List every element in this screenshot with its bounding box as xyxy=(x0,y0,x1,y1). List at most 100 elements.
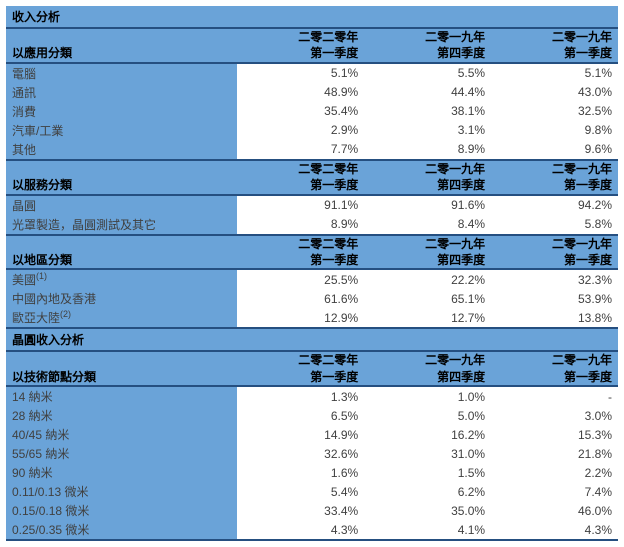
row-label: 0.15/0.18 微米 xyxy=(6,501,237,520)
table-row: 美國(1)25.5%22.2%32.3% xyxy=(6,269,618,289)
period-quarter: 第四季度 xyxy=(364,45,491,62)
row-label: 14 納米 xyxy=(6,386,237,406)
row-label: 中國內地及香港 xyxy=(6,289,237,308)
period-year: 二零一九年 xyxy=(364,235,491,252)
cell-value: 35.0% xyxy=(364,501,491,520)
cell-value: 3.0% xyxy=(491,406,618,425)
table-row: 消費35.4%38.1%32.5% xyxy=(6,102,618,121)
table-row: 中國內地及香港61.6%65.1%53.9% xyxy=(6,289,618,308)
cell-value: 3.1% xyxy=(364,121,491,140)
cell-value: 32.5% xyxy=(491,102,618,121)
cell-value: 44.4% xyxy=(364,83,491,102)
table-row: 其他7.7%8.9%9.6% xyxy=(6,140,618,160)
cell-value: 91.1% xyxy=(237,195,364,215)
cell-value: 21.8% xyxy=(491,444,618,463)
cell-value: 5.5% xyxy=(364,63,491,83)
group3-body: 美國(1)25.5%22.2%32.3%中國內地及香港61.6%65.1%53.… xyxy=(6,269,618,328)
row-label: 歐亞大陸(2) xyxy=(6,308,237,328)
period-quarter: 第四季度 xyxy=(364,369,491,386)
group-title: 以應用分類 xyxy=(6,28,237,63)
row-label: 光罩製造，晶圓測試及其它 xyxy=(6,215,237,235)
section-title-row: 晶圓收入分析 xyxy=(6,328,618,351)
period-year: 二零一九年 xyxy=(491,160,618,177)
row-label: 0.11/0.13 微米 xyxy=(6,482,237,501)
table-row: 汽車/工業2.9%3.1%9.8% xyxy=(6,121,618,140)
row-label: 40/45 納米 xyxy=(6,425,237,444)
cell-value: 2.9% xyxy=(237,121,364,140)
cell-value: 13.8% xyxy=(491,308,618,328)
cell-value: 91.6% xyxy=(364,195,491,215)
table-row: 55/65 納米32.6%31.0%21.8% xyxy=(6,444,618,463)
period-year: 二零二零年 xyxy=(237,235,364,252)
cell-value: 1.6% xyxy=(237,463,364,482)
cell-value: 1.0% xyxy=(364,386,491,406)
row-label: 汽車/工業 xyxy=(6,121,237,140)
period-quarter: 第一季度 xyxy=(237,252,364,269)
cell-value: 8.9% xyxy=(237,215,364,235)
cell-value: 48.9% xyxy=(237,83,364,102)
period-year: 二零一九年 xyxy=(364,351,491,368)
cell-value: 33.4% xyxy=(237,501,364,520)
cell-value: 2.2% xyxy=(491,463,618,482)
section-title-row: 收入分析 xyxy=(6,6,618,28)
cell-value: 35.4% xyxy=(237,102,364,121)
period-year: 二零一九年 xyxy=(491,235,618,252)
period-quarter: 第四季度 xyxy=(364,252,491,269)
period-quarter: 第一季度 xyxy=(491,45,618,62)
table-row: 通訊48.9%44.4%43.0% xyxy=(6,83,618,102)
table-row: 0.25/0.35 微米4.3%4.1%4.3% xyxy=(6,520,618,540)
period-year: 二零二零年 xyxy=(237,351,364,368)
table-row: 晶圓91.1%91.6%94.2% xyxy=(6,195,618,215)
cell-value: 5.1% xyxy=(491,63,618,83)
period-quarter: 第一季度 xyxy=(237,45,364,62)
cell-value: 16.2% xyxy=(364,425,491,444)
header-row: 以服務分類 二零二零年 二零一九年 二零一九年 xyxy=(6,160,618,177)
period-year: 二零二零年 xyxy=(237,28,364,45)
cell-value: 8.9% xyxy=(364,140,491,160)
header-row: 以地區分類 二零二零年 二零一九年 二零一九年 xyxy=(6,235,618,252)
cell-value: 14.9% xyxy=(237,425,364,444)
cell-value: 31.0% xyxy=(364,444,491,463)
header-row: 以技術節點分類 二零二零年 二零一九年 二零一九年 xyxy=(6,351,618,368)
cell-value: 1.5% xyxy=(364,463,491,482)
period-year: 二零一九年 xyxy=(364,160,491,177)
cell-value: 32.6% xyxy=(237,444,364,463)
period-quarter: 第四季度 xyxy=(364,177,491,194)
row-label: 其他 xyxy=(6,140,237,160)
cell-value: 9.6% xyxy=(491,140,618,160)
row-label: 通訊 xyxy=(6,83,237,102)
group4-body: 14 納米1.3%1.0%-28 納米6.5%5.0%3.0%40/45 納米1… xyxy=(6,386,618,540)
row-label: 晶圓 xyxy=(6,195,237,215)
cell-value: 32.3% xyxy=(491,269,618,289)
cell-value: 4.1% xyxy=(364,520,491,540)
group-title: 以地區分類 xyxy=(6,235,237,270)
table-row: 90 納米1.6%1.5%2.2% xyxy=(6,463,618,482)
cell-value: 12.7% xyxy=(364,308,491,328)
cell-value: 6.2% xyxy=(364,482,491,501)
table-row: 40/45 納米14.9%16.2%15.3% xyxy=(6,425,618,444)
cell-value: 6.5% xyxy=(237,406,364,425)
period-quarter: 第一季度 xyxy=(491,252,618,269)
group-title: 以技術節點分類 xyxy=(6,351,237,386)
row-label: 90 納米 xyxy=(6,463,237,482)
table-row: 電腦5.1%5.5%5.1% xyxy=(6,63,618,83)
period-year: 二零二零年 xyxy=(237,160,364,177)
table-row: 28 納米6.5%5.0%3.0% xyxy=(6,406,618,425)
cell-value: 7.7% xyxy=(237,140,364,160)
row-label: 55/65 納米 xyxy=(6,444,237,463)
cell-value: 15.3% xyxy=(491,425,618,444)
cell-value: 46.0% xyxy=(491,501,618,520)
section-title: 收入分析 xyxy=(6,6,618,28)
period-year: 二零一九年 xyxy=(364,28,491,45)
row-label: 美國(1) xyxy=(6,269,237,289)
cell-value: 5.4% xyxy=(237,482,364,501)
group1-body: 電腦5.1%5.5%5.1%通訊48.9%44.4%43.0%消費35.4%38… xyxy=(6,63,618,160)
group2-body: 晶圓91.1%91.6%94.2%光罩製造，晶圓測試及其它8.9%8.4%5.8… xyxy=(6,195,618,235)
cell-value: 94.2% xyxy=(491,195,618,215)
group-title: 以服務分類 xyxy=(6,160,237,195)
cell-value: 4.3% xyxy=(237,520,364,540)
row-label: 電腦 xyxy=(6,63,237,83)
header-row: 以應用分類 二零二零年 二零一九年 二零一九年 xyxy=(6,28,618,45)
cell-value: 12.9% xyxy=(237,308,364,328)
row-label: 28 納米 xyxy=(6,406,237,425)
